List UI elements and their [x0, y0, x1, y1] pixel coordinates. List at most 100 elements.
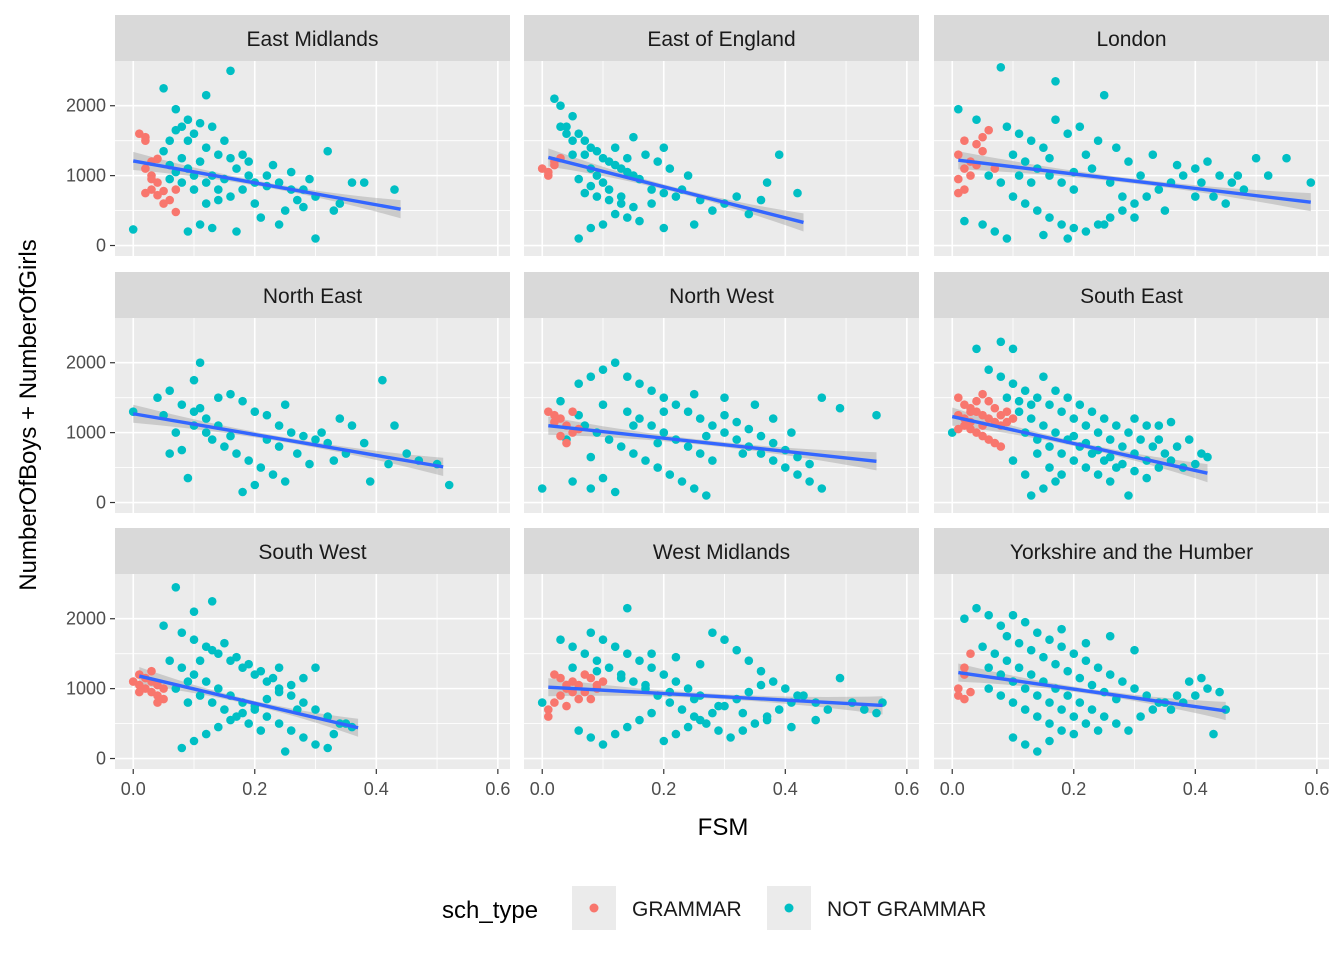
data-point-grammar — [586, 694, 596, 704]
data-point-not-grammar — [226, 66, 235, 76]
data-point-not-grammar — [1093, 136, 1103, 145]
data-point-not-grammar — [1063, 393, 1072, 403]
data-point-not-grammar — [623, 213, 632, 222]
data-point-not-grammar — [329, 729, 339, 739]
data-point-not-grammar — [1033, 449, 1042, 458]
data-point-not-grammar — [268, 470, 278, 479]
panel-strip-title: West Midlands — [653, 541, 790, 564]
data-point-not-grammar — [1191, 164, 1200, 173]
panel-background — [934, 318, 1329, 513]
data-point-not-grammar — [665, 164, 675, 173]
data-point-not-grammar — [708, 628, 717, 637]
data-point-not-grammar — [665, 698, 675, 707]
data-point-not-grammar — [1057, 470, 1066, 479]
data-point-grammar — [1002, 407, 1012, 417]
data-point-not-grammar — [165, 174, 174, 184]
panel-east-midlands: East Midlands 0 1000 2000 — [66, 15, 510, 256]
data-point-not-grammar — [1081, 421, 1091, 430]
data-point-not-grammar — [1221, 199, 1230, 208]
data-point-not-grammar — [629, 202, 638, 212]
data-point-not-grammar — [610, 487, 620, 497]
data-point-not-grammar — [207, 698, 217, 707]
data-point-not-grammar — [1215, 171, 1224, 180]
data-point-not-grammar — [195, 220, 205, 229]
panel-background — [934, 61, 1329, 256]
data-point-not-grammar — [274, 442, 284, 451]
data-point-not-grammar — [823, 705, 833, 714]
data-point-grammar — [1002, 417, 1012, 427]
data-point-grammar — [147, 171, 156, 180]
data-point-not-grammar — [653, 157, 662, 166]
data-point-not-grammar — [1075, 673, 1085, 683]
data-point-not-grammar — [1130, 466, 1139, 476]
data-point-not-grammar — [1172, 442, 1182, 451]
data-point-not-grammar — [214, 393, 223, 403]
data-point-not-grammar — [177, 628, 187, 637]
data-point-not-grammar — [1118, 206, 1127, 215]
data-point-not-grammar — [1057, 449, 1066, 458]
data-point-not-grammar — [1002, 631, 1012, 641]
data-point-not-grammar — [1118, 459, 1127, 469]
data-point-not-grammar — [274, 663, 284, 672]
data-point-not-grammar — [201, 90, 211, 100]
data-point-grammar — [978, 389, 987, 399]
data-point-not-grammar — [268, 160, 278, 170]
data-point-not-grammar — [1051, 386, 1060, 396]
data-point-grammar — [550, 160, 559, 170]
regression-line — [138, 674, 359, 730]
data-point-not-grammar — [1099, 414, 1109, 423]
data-point-grammar — [984, 396, 993, 406]
data-point-not-grammar — [1045, 736, 1054, 746]
data-point-not-grammar — [574, 379, 583, 389]
data-point-not-grammar — [671, 192, 681, 201]
data-point-not-grammar — [177, 178, 187, 187]
data-point-not-grammar — [683, 684, 693, 693]
data-point-not-grammar — [720, 635, 729, 644]
panel-strip — [524, 272, 919, 318]
data-point-not-grammar — [689, 389, 699, 399]
data-point-grammar — [966, 171, 975, 180]
data-point-grammar — [141, 136, 150, 145]
regression-line — [958, 158, 1311, 204]
data-point-not-grammar — [568, 150, 577, 159]
data-point-grammar — [960, 694, 969, 704]
panel-south-west: South West 0 1000 2000 0.0 0.2 0.4 0.6 — [66, 528, 510, 799]
data-point-not-grammar — [214, 195, 223, 205]
panel-london: London — [934, 15, 1329, 256]
data-point-not-grammar — [635, 715, 644, 725]
regression-line — [958, 670, 1226, 713]
data-point-not-grammar — [1263, 171, 1273, 180]
panel-strip-title: Yorkshire and the Humber — [1010, 541, 1253, 564]
data-point-not-grammar — [311, 663, 320, 672]
data-point-not-grammar — [562, 129, 571, 138]
data-point-not-grammar — [1233, 171, 1243, 180]
panel-strip-title: North East — [263, 285, 362, 308]
panel-strip-title: East Midlands — [247, 28, 379, 51]
data-point-not-grammar — [183, 115, 193, 124]
data-point-not-grammar — [226, 431, 235, 441]
data-point-not-grammar — [195, 691, 205, 700]
data-point-not-grammar — [329, 456, 339, 465]
data-point-not-grammar — [220, 136, 229, 145]
data-point-not-grammar — [1057, 178, 1066, 187]
data-point-not-grammar — [299, 673, 308, 683]
regression-line — [132, 159, 401, 211]
data-point-not-grammar — [598, 740, 608, 749]
data-point-not-grammar — [1008, 379, 1018, 389]
data-point-grammar — [960, 136, 969, 145]
data-point-not-grammar — [702, 491, 711, 500]
data-point-not-grammar — [1020, 740, 1030, 749]
data-point-not-grammar — [568, 663, 577, 672]
data-point-not-grammar — [683, 407, 693, 417]
data-point-grammar — [966, 649, 975, 658]
data-point-not-grammar — [689, 220, 699, 229]
y-tick-label: 0 — [96, 493, 106, 513]
legend-label-grammar: GRAMMAR — [632, 898, 742, 921]
data-point-not-grammar — [1124, 157, 1133, 166]
data-point-not-grammar — [1130, 199, 1139, 208]
data-point-not-grammar — [568, 111, 577, 121]
data-point-not-grammar — [1045, 635, 1054, 644]
data-point-not-grammar — [556, 101, 565, 110]
data-point-not-grammar — [744, 656, 754, 665]
data-point-not-grammar — [604, 663, 614, 672]
